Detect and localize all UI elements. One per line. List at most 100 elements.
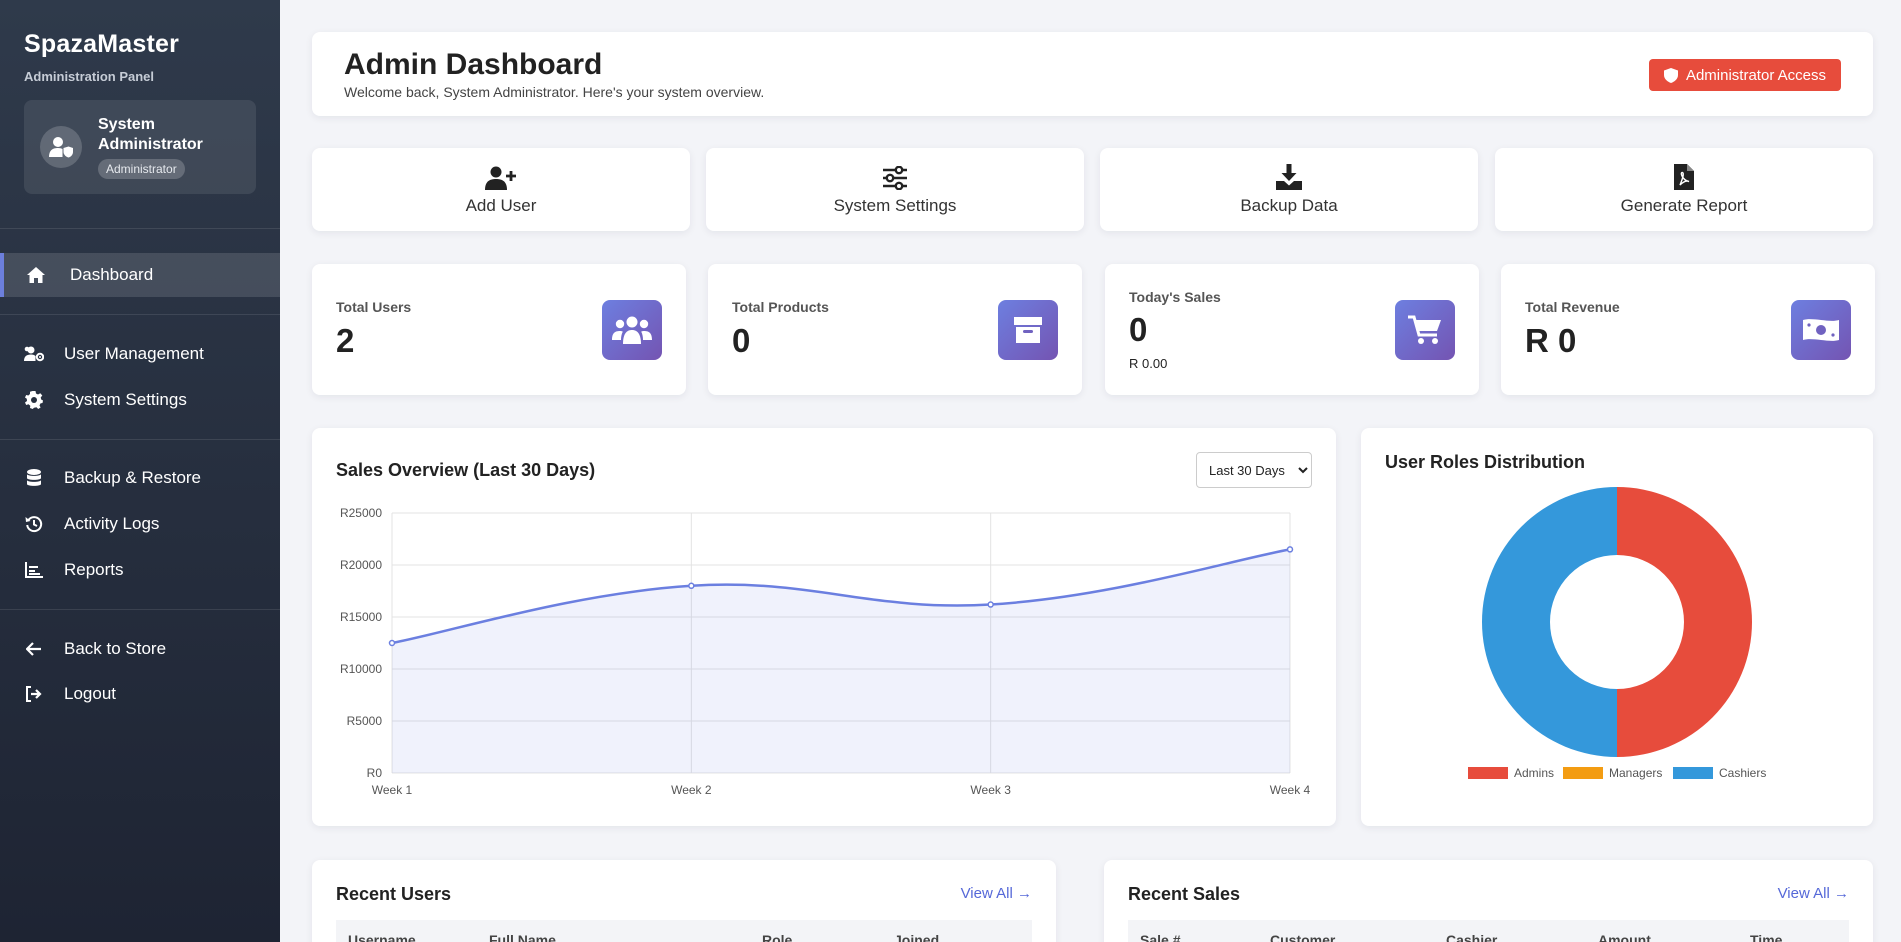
divider — [0, 439, 280, 440]
range-select[interactable]: Last 30 Days — [1196, 452, 1312, 488]
sales-line — [391, 548, 1291, 645]
divider — [0, 609, 280, 610]
column-header: Cashier — [1446, 932, 1498, 942]
gear-icon — [24, 390, 44, 410]
brand-title: SpazaMaster — [24, 30, 180, 58]
sales-line-chart: R0 R5000 R10000 R15000 R20000 R25000 Week 1 Wee… — [340, 506, 1311, 797]
nav-logout[interactable]: Logout — [0, 672, 280, 716]
y-tick-label: R15000 — [340, 610, 382, 624]
user-shield-icon — [40, 126, 82, 168]
legend-label: Admins — [1514, 766, 1554, 780]
nav-backup-restore[interactable]: Backup & Restore — [0, 456, 280, 500]
brand-subtitle: Administration Panel — [24, 69, 155, 84]
column-header: Amount — [1598, 932, 1651, 942]
sliders-icon — [882, 164, 908, 190]
sales-area-fill — [392, 549, 1290, 773]
user-roles-title: User Roles Distribution — [1385, 452, 1586, 472]
system-settings-label: System Settings — [833, 195, 957, 215]
system-settings-button[interactable]: System Settings — [706, 148, 1084, 231]
total-products-label: Total Products — [732, 299, 829, 315]
recent-users-view-all-link[interactable]: View All → — [961, 885, 1032, 902]
legend-label: Cashiers — [1719, 766, 1766, 780]
column-header: Joined — [894, 932, 940, 942]
sales-data-point — [987, 601, 994, 608]
x-tick-label: Week 4 — [1270, 783, 1311, 797]
todays-sales-card: Today's Sales 0 R 0.00 — [1105, 264, 1479, 395]
users-cog-icon — [24, 344, 44, 364]
logout-icon — [24, 684, 44, 704]
column-header: Sale # — [1140, 932, 1181, 942]
administrator-access-label: Administrator Access — [1685, 66, 1826, 84]
nav-reports-label: Reports — [64, 560, 124, 579]
page-title: Admin Dashboard — [344, 48, 603, 81]
todays-sales-value: 0 — [1129, 311, 1148, 348]
file-pdf-icon — [1674, 163, 1694, 190]
bar-chart-icon — [24, 560, 44, 580]
total-users-label: Total Users — [336, 299, 412, 315]
generate-report-label: Generate Report — [1620, 195, 1748, 215]
column-header: Time — [1750, 932, 1783, 942]
download-icon — [1276, 163, 1302, 190]
y-tick-label: R20000 — [340, 558, 382, 572]
nav-reports[interactable]: Reports — [0, 548, 280, 592]
legend-label: Managers — [1609, 766, 1662, 780]
view-all-label: View All — [960, 885, 1013, 902]
todays-sales-amount: R 0.00 — [1129, 356, 1168, 371]
y-tick-label: R0 — [367, 766, 383, 780]
arrow-right-icon: → — [1834, 885, 1849, 902]
nav-dashboard[interactable]: Dashboard — [0, 253, 280, 297]
cart-icon — [1395, 300, 1455, 360]
recent-users-title: Recent Users — [336, 884, 452, 904]
total-revenue-value: R 0 — [1525, 322, 1577, 359]
todays-sales-label: Today's Sales — [1129, 289, 1221, 305]
recent-sales-card: Recent Sales View All → Sale # Customer … — [1104, 860, 1873, 942]
legend-swatch — [1468, 767, 1508, 779]
donut-slice — [1482, 487, 1617, 757]
sales-overview-card: Sales Overview (Last 30 Days) Last 30 Da… — [312, 428, 1336, 826]
backup-data-button[interactable]: Backup Data — [1100, 148, 1478, 231]
money-icon — [1791, 300, 1851, 360]
nav-user-management-label: User Management — [64, 344, 204, 363]
user-roles-donut-chart: Admins Managers Cashiers — [1468, 487, 1766, 780]
total-users-card: Total Users 2 — [312, 264, 686, 395]
user-name: System Administrator — [98, 116, 203, 153]
total-products-value: 0 — [732, 322, 751, 359]
y-tick-label: R25000 — [340, 506, 382, 520]
y-tick-label: R10000 — [340, 662, 382, 676]
legend-swatch — [1563, 767, 1603, 779]
history-icon — [24, 514, 44, 534]
x-tick-label: Week 2 — [671, 783, 712, 797]
nav-user-management[interactable]: User Management — [0, 332, 280, 376]
box-icon — [998, 300, 1058, 360]
arrow-right-icon: → — [1017, 885, 1032, 902]
column-header: Username — [348, 932, 416, 942]
total-revenue-label: Total Revenue — [1525, 299, 1620, 315]
nav-activity-logs[interactable]: Activity Logs — [0, 502, 280, 546]
user-roles-card: User Roles Distribution Admins Managers Ca… — [1361, 428, 1873, 826]
page-header: Admin Dashboard Welcome back, System Adm… — [312, 32, 1873, 116]
nav-back-to-store[interactable]: Back to Store — [0, 627, 280, 671]
arrow-left-icon — [24, 639, 44, 659]
nav-activity-logs-label: Activity Logs — [64, 514, 160, 533]
nav-logout-label: Logout — [64, 684, 116, 703]
recent-sales-title: Recent Sales — [1128, 884, 1241, 904]
recent-sales-table-header: Sale # Customer Cashier Amount Time — [1128, 920, 1849, 942]
nav-back-to-store-label: Back to Store — [64, 639, 167, 658]
view-all-label: View All — [1777, 885, 1830, 902]
generate-report-button[interactable]: Generate Report — [1495, 148, 1873, 231]
donut-slice — [1617, 487, 1752, 757]
administrator-access-badge: Administrator Access — [1648, 59, 1841, 91]
total-users-value: 2 — [336, 322, 355, 359]
x-tick-label: Week 1 — [372, 783, 413, 797]
shield-icon — [1663, 67, 1678, 83]
add-user-button[interactable]: Add User — [312, 148, 690, 231]
add-user-label: Add User — [465, 195, 537, 215]
recent-users-card: Recent Users View All → Username Full Na… — [312, 860, 1056, 942]
recent-users-table-header: Username Full Name Role Joined — [336, 920, 1032, 942]
user-card: System Administrator Administrator — [24, 100, 256, 194]
users-icon — [602, 300, 662, 360]
recent-sales-view-all-link[interactable]: View All → — [1778, 885, 1849, 902]
home-icon — [26, 265, 46, 285]
total-revenue-card: Total Revenue R 0 — [1501, 264, 1875, 395]
nav-system-settings[interactable]: System Settings — [0, 378, 280, 422]
